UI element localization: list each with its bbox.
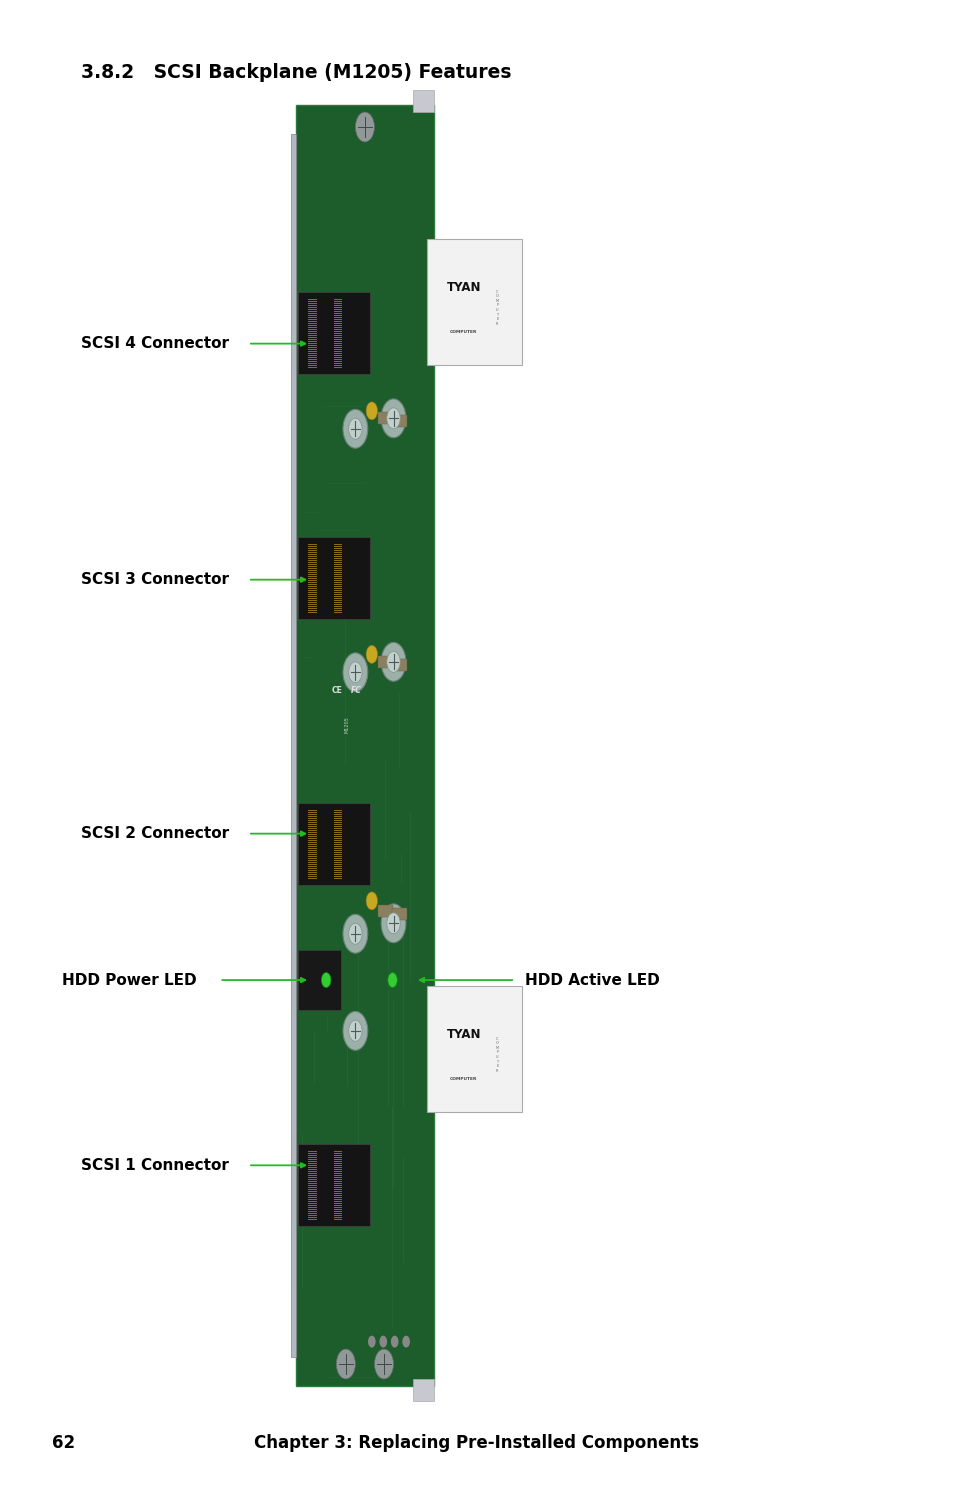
Bar bbox=[413, 90, 434, 112]
Circle shape bbox=[386, 913, 399, 934]
Text: HDD Active LED: HDD Active LED bbox=[524, 973, 659, 988]
Bar bbox=[297, 291, 369, 374]
Text: SCSI 4 Connector: SCSI 4 Connector bbox=[81, 336, 229, 351]
Text: M1205: M1205 bbox=[344, 716, 349, 734]
Text: C
O
M
P
U
T
E
R: C O M P U T E R bbox=[496, 1037, 498, 1073]
Circle shape bbox=[366, 402, 377, 420]
Circle shape bbox=[366, 892, 377, 910]
Circle shape bbox=[321, 973, 331, 988]
Circle shape bbox=[402, 1336, 410, 1348]
Circle shape bbox=[349, 662, 361, 683]
Circle shape bbox=[380, 642, 405, 681]
Circle shape bbox=[349, 418, 361, 439]
Circle shape bbox=[374, 1349, 393, 1379]
Circle shape bbox=[387, 973, 396, 988]
Circle shape bbox=[349, 1020, 361, 1041]
FancyBboxPatch shape bbox=[427, 986, 521, 1112]
Text: TYAN: TYAN bbox=[446, 281, 480, 294]
Bar bbox=[297, 804, 369, 884]
Bar bbox=[377, 412, 393, 424]
Circle shape bbox=[349, 923, 361, 944]
Text: HDD Power LED: HDD Power LED bbox=[62, 973, 196, 988]
Circle shape bbox=[343, 409, 367, 448]
Text: COMPUTER: COMPUTER bbox=[450, 1077, 476, 1080]
Text: C
O
M
P
U
T
E
R: C O M P U T E R bbox=[496, 290, 498, 326]
Bar bbox=[297, 1144, 369, 1225]
Circle shape bbox=[386, 408, 399, 429]
Text: COMPUTER: COMPUTER bbox=[450, 330, 476, 333]
Bar bbox=[297, 950, 340, 1010]
Bar bbox=[377, 905, 393, 917]
Text: SCSI 1 Connector: SCSI 1 Connector bbox=[81, 1158, 229, 1173]
Circle shape bbox=[343, 653, 367, 692]
Circle shape bbox=[355, 112, 374, 142]
Circle shape bbox=[380, 399, 405, 438]
Bar bbox=[392, 659, 407, 671]
Text: CE: CE bbox=[332, 686, 342, 695]
Text: SCSI 2 Connector: SCSI 2 Connector bbox=[81, 826, 229, 841]
Bar bbox=[297, 536, 369, 619]
Text: FC: FC bbox=[351, 686, 361, 695]
Bar bbox=[392, 908, 407, 920]
Circle shape bbox=[379, 1336, 387, 1348]
Circle shape bbox=[343, 914, 367, 953]
Circle shape bbox=[368, 1336, 375, 1348]
Circle shape bbox=[335, 1349, 355, 1379]
Text: 3.8.2   SCSI Backplane (M1205) Features: 3.8.2 SCSI Backplane (M1205) Features bbox=[81, 63, 511, 82]
FancyBboxPatch shape bbox=[427, 239, 521, 365]
Circle shape bbox=[366, 645, 377, 663]
Bar bbox=[295, 105, 434, 1386]
Text: SCSI 3 Connector: SCSI 3 Connector bbox=[81, 572, 229, 587]
Bar bbox=[413, 1379, 434, 1401]
Text: TYAN: TYAN bbox=[446, 1028, 480, 1041]
Bar bbox=[377, 656, 393, 668]
Circle shape bbox=[380, 904, 405, 943]
Text: 62: 62 bbox=[52, 1434, 75, 1452]
Circle shape bbox=[386, 651, 399, 672]
Circle shape bbox=[343, 1011, 367, 1050]
Bar bbox=[392, 415, 407, 427]
Bar bbox=[291, 134, 295, 1357]
Text: Chapter 3: Replacing Pre-Installed Components: Chapter 3: Replacing Pre-Installed Compo… bbox=[254, 1434, 699, 1452]
Circle shape bbox=[391, 1336, 398, 1348]
